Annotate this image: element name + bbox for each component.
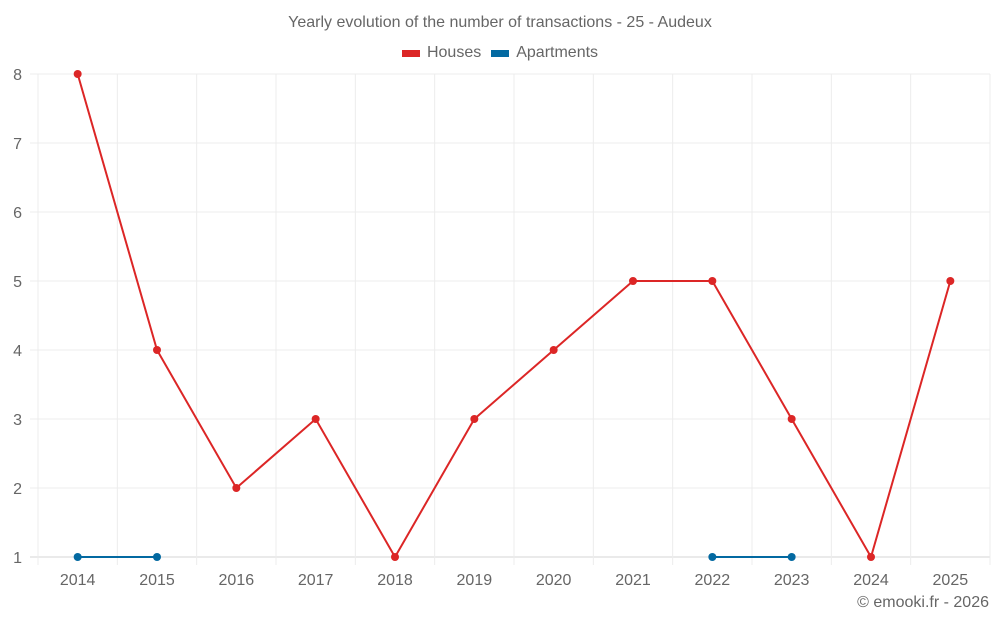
data-point-apartments[interactable] xyxy=(708,553,717,561)
x-tick-label: 2015 xyxy=(139,572,175,589)
y-tick-label: 3 xyxy=(13,412,22,429)
data-point-apartments[interactable] xyxy=(73,553,82,561)
y-tick-label: 8 xyxy=(13,67,22,84)
x-tick-label: 2022 xyxy=(695,572,731,589)
data-point-houses[interactable] xyxy=(73,70,82,78)
legend-item-apartments[interactable]: Apartments xyxy=(491,44,598,62)
data-point-houses[interactable] xyxy=(629,277,637,285)
y-tick-label: 6 xyxy=(13,205,22,222)
y-tick-label: 2 xyxy=(13,481,22,498)
x-tick-label: 2024 xyxy=(853,572,889,589)
y-tick-label: 7 xyxy=(13,136,22,153)
y-tick-label: 5 xyxy=(13,274,22,291)
data-point-houses[interactable] xyxy=(232,484,241,492)
apartments-swatch-icon xyxy=(491,49,510,57)
data-point-houses[interactable] xyxy=(391,553,399,561)
data-point-houses[interactable] xyxy=(470,415,479,423)
series-line-houses xyxy=(76,73,952,560)
data-point-houses[interactable] xyxy=(153,346,161,354)
credit-text: © emooki.fr - 2026 xyxy=(857,594,989,611)
x-tick-label: 2025 xyxy=(933,572,969,589)
legend-label-houses: Houses xyxy=(426,44,482,61)
data-point-houses[interactable] xyxy=(946,277,955,285)
x-tick-label: 2018 xyxy=(377,572,413,589)
legend-label-apartments: Apartments xyxy=(516,44,599,61)
data-point-apartments[interactable] xyxy=(787,553,796,561)
y-tick-label: 4 xyxy=(13,343,22,360)
data-point-houses[interactable] xyxy=(549,346,558,354)
data-point-houses[interactable] xyxy=(311,415,320,423)
x-tick-label: 2023 xyxy=(774,572,810,589)
data-point-houses[interactable] xyxy=(867,553,875,561)
x-tick-label: 2017 xyxy=(298,572,334,589)
x-tick-label: 2021 xyxy=(615,572,651,589)
data-point-houses[interactable] xyxy=(708,277,717,285)
x-tick-label: 2019 xyxy=(457,572,493,589)
y-tick-label: 1 xyxy=(13,550,22,567)
x-tick-label: 2016 xyxy=(219,572,255,589)
legend-item-houses[interactable]: Houses xyxy=(401,44,482,62)
houses-swatch-icon xyxy=(401,49,420,57)
x-tick-label: 2014 xyxy=(60,572,96,589)
x-tick-label: 2020 xyxy=(536,572,572,589)
chart-title: Yearly evolution of the number of transa… xyxy=(288,14,712,31)
legend: Houses Apartments xyxy=(0,44,1000,62)
data-point-houses[interactable] xyxy=(787,415,796,423)
data-point-apartments[interactable] xyxy=(153,553,161,561)
